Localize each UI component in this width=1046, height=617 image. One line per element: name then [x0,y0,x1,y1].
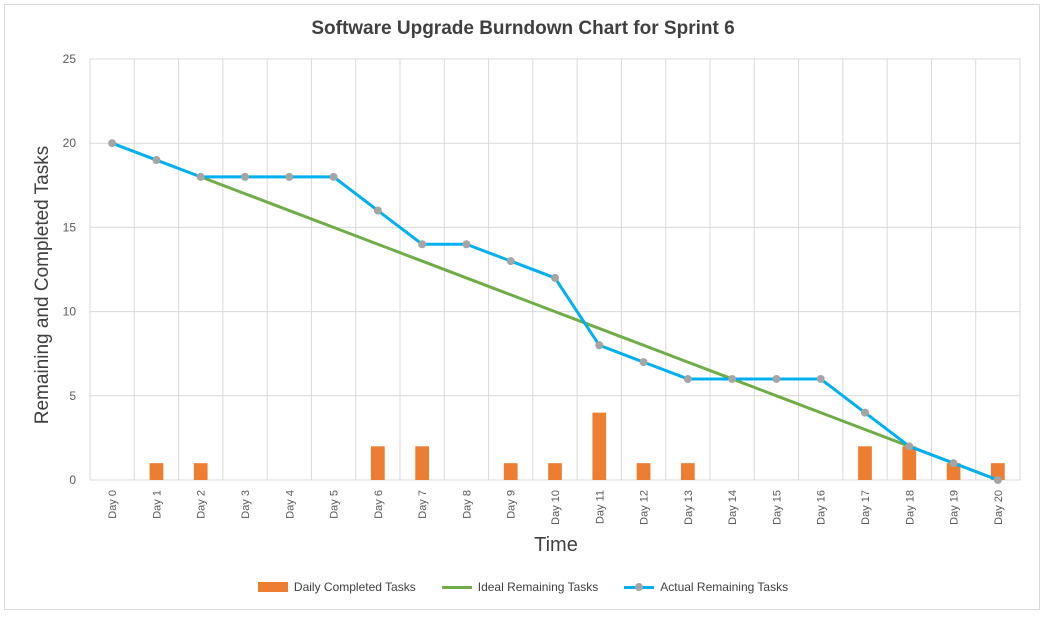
x-axis-title: Time [534,534,578,556]
bar-daily-completed [592,412,607,480]
y-tick-label: 5 [69,389,76,403]
actual-remaining-point [329,172,338,181]
x-tick-label: Day 18 [904,490,916,525]
bar-daily-completed [990,463,1005,480]
x-tick-label: Day 6 [373,490,385,519]
actual-remaining-point [949,459,958,468]
actual-remaining-point [551,273,559,282]
bar-daily-completed [149,463,164,480]
legend-bar-swatch [257,582,288,592]
x-tick-label: Day 19 [949,490,961,525]
bar-daily-completed [946,463,961,480]
actual-remaining-point [861,408,869,417]
actual-remaining-point [639,358,648,367]
x-tick-label: Day 11 [594,490,606,524]
actual-remaining-point [816,374,825,383]
x-tick-label: Day 9 [506,490,518,519]
y-tick-label: 10 [63,305,77,319]
actual-remaining-point [196,172,205,181]
actual-remaining-point [506,257,515,266]
actual-remaining-point [285,172,294,181]
y-tick-label: 0 [69,473,76,487]
chart-frame [4,4,1040,610]
x-tick-label: Day 3 [240,490,252,519]
bar-daily-completed [902,446,917,480]
legend-line-swatch-ideal [441,585,472,589]
legend-line-swatch-actual [624,582,655,591]
bar-daily-completed [193,463,208,480]
actual-remaining-point [728,374,737,383]
x-tick-label: Day 8 [461,490,473,519]
actual-remaining-point [772,374,781,383]
x-tick-label: Day 14 [727,490,739,525]
x-tick-label: Day 20 [993,490,1005,525]
actual-remaining-point [418,240,427,249]
x-tick-label: Day 4 [284,490,296,519]
legend-label-ideal-remaining: Ideal Remaining Tasks [477,580,599,594]
x-tick-label: Day 5 [329,490,341,519]
actual-remaining-point [683,374,692,383]
ideal-remaining-line [200,175,999,482]
actual-remaining-point [241,172,249,181]
legend-item-actual-remaining: Actual Remaining Tasks [624,580,788,594]
y-tick-label: 15 [63,220,77,234]
y-tick-label: 20 [63,136,77,150]
legend-label-actual-remaining: Actual Remaining Tasks [660,580,789,594]
bar-daily-completed [370,446,385,480]
x-tick-label: Day 2 [196,490,208,519]
actual-remaining-point [905,442,914,451]
legend-marker-swatch-actual [635,582,644,591]
y-tick-label: 25 [63,52,77,66]
x-tick-label: Day 7 [417,490,429,519]
bar-daily-completed [680,463,695,480]
x-tick-label: Day 10 [550,490,562,525]
x-tick-label: Day 12 [639,490,651,525]
bar-daily-completed [858,446,872,480]
bar-daily-completed [503,463,518,480]
x-tick-label: Day 13 [683,490,695,525]
bar-daily-completed [415,446,430,480]
actual-remaining-point [595,341,604,350]
x-tick-label: Day 15 [771,490,783,525]
actual-remaining-point [462,240,471,249]
x-tick-label: Day 1 [151,490,163,519]
legend-item-daily-completed: Daily Completed Tasks [257,580,416,594]
actual-remaining-point [152,156,161,165]
actual-remaining-point [108,139,117,148]
actual-remaining-point [373,206,382,215]
legend-label-daily-completed: Daily Completed Tasks [293,580,416,594]
bar-daily-completed [636,463,651,480]
legend-item-ideal-remaining: Ideal Remaining Tasks [441,580,599,594]
bar-daily-completed [548,463,562,480]
legend: Daily Completed Tasks Ideal Remaining Ta… [0,580,1046,594]
x-tick-label: Day 17 [860,490,872,525]
x-tick-label: Day 16 [816,490,828,525]
actual-remaining-point [993,476,1002,484]
x-tick-label: Day 0 [107,490,119,519]
chart-title: Software Upgrade Burndown Chart for Spri… [311,18,735,39]
